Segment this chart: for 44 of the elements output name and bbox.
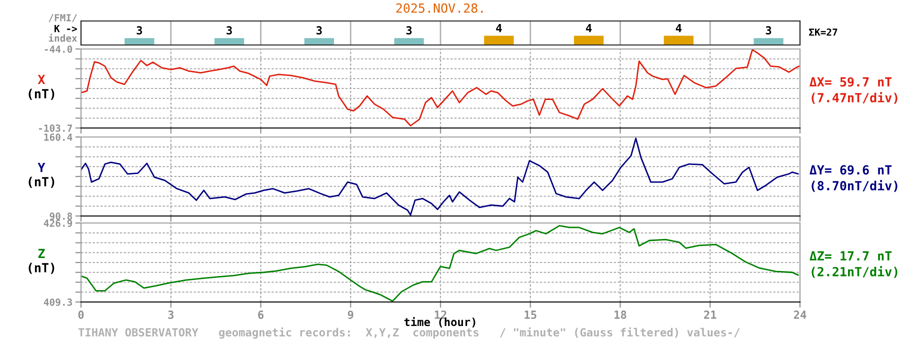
x-tick-label: 24 xyxy=(794,310,806,319)
text: K -> xyxy=(54,24,77,32)
line-series xyxy=(81,49,800,126)
x-tick-label: 12 xyxy=(434,310,446,319)
data-label: 4 xyxy=(586,24,592,32)
text: index xyxy=(48,34,78,42)
x-tick-label: 0 xyxy=(78,310,84,319)
data-label: 4 xyxy=(496,24,502,32)
x-tick-label: 6 xyxy=(258,310,264,319)
text: ΔZ= 17.7 nT xyxy=(810,251,892,260)
y-tick-label: 426.9 xyxy=(44,219,72,227)
data-label: 4 xyxy=(676,24,682,32)
y-tick-label: 160.4 xyxy=(44,133,72,141)
y-tick-label: 90.8 xyxy=(50,212,72,220)
text: (8.70nT/div) xyxy=(812,180,898,192)
y-axis-title: Z xyxy=(38,248,45,258)
data-label: 3 xyxy=(226,26,232,35)
text: ΣK=27 xyxy=(809,28,838,36)
text: /FMI/ xyxy=(48,14,77,22)
x-tick-label: 18 xyxy=(614,310,626,319)
text: (2.21nT/div) xyxy=(812,266,898,278)
line-series xyxy=(81,225,799,302)
y-tick-label: -103.7 xyxy=(38,124,72,132)
text: (nT) xyxy=(28,262,54,274)
data-label: 3 xyxy=(406,26,412,35)
data-label: 3 xyxy=(766,26,772,35)
text: ΔX= 59.7 nT xyxy=(810,77,892,87)
y-tick-label: 409.3 xyxy=(44,298,72,306)
text: (7.47nT/div) xyxy=(812,92,898,104)
data-label: 3 xyxy=(316,26,322,35)
y-tick-label: -44.0 xyxy=(44,45,72,53)
x-tick-label: 15 xyxy=(524,310,536,319)
text: ΔY= 69.6 nT xyxy=(810,165,892,175)
data-label: 3 xyxy=(136,26,142,35)
y-axis-title: Y xyxy=(38,162,46,172)
x-tick-label: 9 xyxy=(348,310,354,319)
y-axis-title: X xyxy=(38,74,46,84)
text: TIHANY OBSERVATORY geomagnetic records: X,Y,Z components / "minute" (Gauss filtered) values-/ xyxy=(78,327,740,339)
text: (nT) xyxy=(28,88,54,100)
x-tick-label: 21 xyxy=(704,310,716,319)
line-series xyxy=(81,138,799,216)
x-tick-label: 3 xyxy=(168,310,174,319)
chart-title: 2025.NOV.28. xyxy=(396,3,483,13)
text: (nT) xyxy=(28,176,54,188)
